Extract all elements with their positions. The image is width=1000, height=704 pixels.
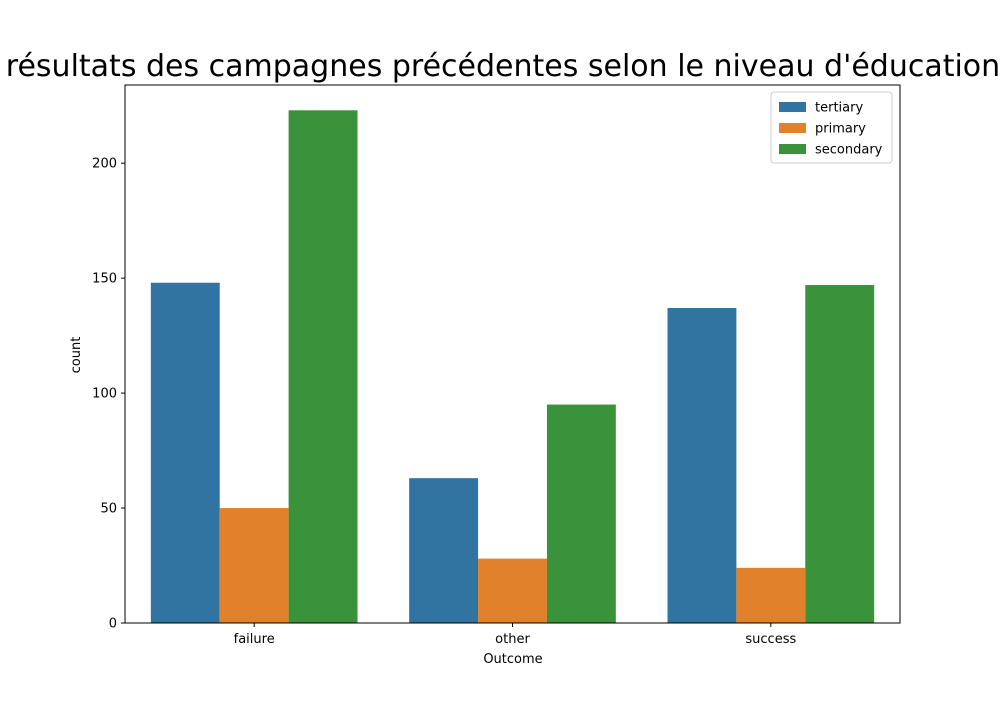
bar-tertiary-other bbox=[409, 478, 479, 623]
y-tick-label: 50 bbox=[100, 502, 117, 517]
legend: tertiary primary secondary bbox=[770, 91, 893, 164]
y-tick-label: 200 bbox=[92, 157, 117, 172]
y-axis-label: count bbox=[69, 337, 84, 374]
bar-primary-success bbox=[736, 567, 806, 623]
chart-title: résultats des campagnes précédentes selo… bbox=[6, 49, 1000, 84]
bar-tertiary-success bbox=[667, 308, 737, 623]
x-tick-label: success bbox=[745, 632, 796, 647]
legend-swatch-secondary bbox=[779, 144, 806, 154]
bar-tertiary-failure bbox=[150, 282, 220, 623]
bar-primary-failure bbox=[219, 508, 289, 623]
bar-secondary-failure bbox=[288, 110, 358, 624]
x-tick-label: failure bbox=[234, 632, 275, 647]
plot-area: 0 50 100 150 200 failure other success bbox=[92, 84, 901, 647]
y-tick-label: 150 bbox=[92, 272, 117, 287]
legend-swatch-primary bbox=[779, 123, 806, 133]
legend-label-tertiary: tertiary bbox=[815, 101, 863, 116]
y-tick-label: 100 bbox=[92, 387, 117, 402]
bar-secondary-success bbox=[805, 285, 875, 623]
legend-swatch-tertiary bbox=[779, 102, 806, 112]
y-tick-label: 0 bbox=[109, 617, 117, 632]
x-tick-label: other bbox=[495, 632, 530, 647]
bar-primary-other bbox=[478, 558, 547, 623]
legend-label-secondary: secondary bbox=[815, 143, 883, 158]
bar-secondary-other bbox=[546, 404, 616, 623]
legend-label-primary: primary bbox=[815, 122, 866, 137]
x-axis-label: Outcome bbox=[483, 652, 542, 667]
